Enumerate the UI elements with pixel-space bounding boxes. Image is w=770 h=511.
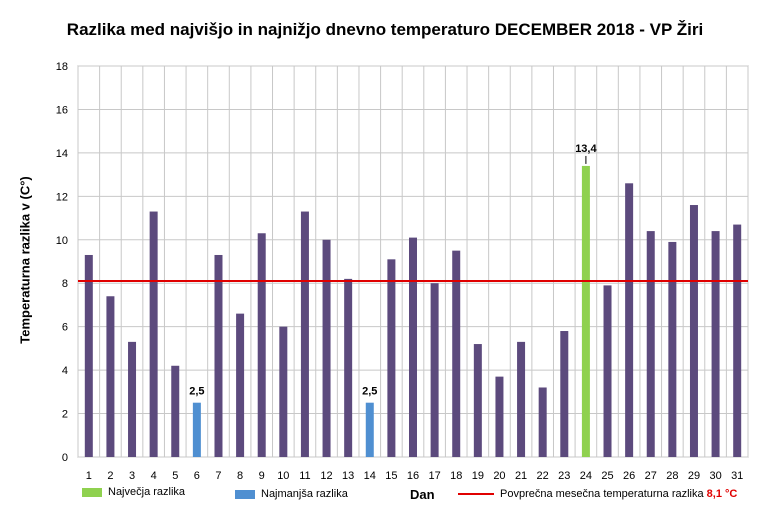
legend-average-label: Povprečna mesečna temperaturna razlika [500,488,704,500]
x-tick-label: 25 [601,470,613,482]
bar [711,231,720,457]
legend-max: Največja razlika [82,486,185,498]
legend-min-swatch [235,489,255,499]
y-tick-label: 8 [62,278,68,290]
data-label: 2,5 [362,386,377,398]
x-tick-label: 18 [450,470,462,482]
bar [84,254,93,457]
bar [538,387,547,457]
bar [409,237,417,457]
bar [560,331,569,457]
x-tick-label: 14 [364,470,376,482]
bar [473,344,482,457]
x-tick-label: 12 [320,470,332,482]
bar [733,224,742,457]
bar [149,211,158,457]
y-tick-label: 18 [56,61,68,73]
x-tick-label: 3 [129,470,135,482]
x-tick-label: 30 [709,470,721,482]
x-tick-label: 8 [237,470,243,482]
bar [517,341,526,457]
x-tick-label: 5 [172,470,178,482]
bar [344,278,353,457]
legend-min: Najmanjša razlika [235,488,348,500]
legend-max-swatch [82,487,102,497]
x-axis-label: Dan [410,487,435,502]
legend-max-label: Največja razlika [108,486,186,498]
y-tick-label: 14 [56,148,68,160]
data-label: 13,4 [575,143,597,155]
bar [646,231,655,457]
legend-average: Povprečna mesečna temperaturna razlika 8… [458,488,737,500]
x-tick-label: 20 [493,470,505,482]
x-tick-label: 22 [537,470,549,482]
bar [106,296,115,457]
x-tick-label: 19 [472,470,484,482]
bar [603,285,612,457]
x-tick-label: 15 [385,470,397,482]
x-tick-label: 11 [299,470,310,482]
x-tick-label: 26 [623,470,635,482]
bar [300,211,309,457]
y-tick-label: 2 [62,409,68,421]
x-tick-label: 9 [259,470,265,482]
bar [452,250,461,457]
x-tick-label: 4 [151,470,157,482]
x-tick-label: 16 [407,470,419,482]
x-tick-label: 23 [558,470,570,482]
bar [581,165,590,457]
legend-average-swatch [458,493,494,496]
bar [192,402,201,457]
bar [279,326,288,457]
bar [668,241,677,457]
bar [257,233,266,457]
x-tick-label: 13 [342,470,354,482]
x-tick-label: 7 [215,470,221,482]
x-tick-label: 2 [107,470,113,482]
bar [236,313,245,457]
y-tick-label: 6 [62,322,68,334]
bar [625,183,634,458]
bar [387,259,396,457]
bar [214,254,223,457]
x-tick-label: 24 [580,470,592,482]
x-tick-label: 27 [645,470,657,482]
y-tick-label: 10 [56,235,68,247]
bar [128,341,137,457]
legend-average-value: 8,1 °C [706,488,738,500]
bar [171,365,180,457]
x-tick-label: 17 [428,470,440,482]
chart-title: Razlika med najvišjo in najnižjo dnevno … [66,20,704,39]
data-label: 2,5 [189,386,204,398]
y-tick-label: 4 [62,365,68,377]
x-tick-label: 1 [86,470,92,482]
x-tick-label: 31 [731,470,743,482]
x-tick-label: 10 [277,470,289,482]
y-tick-label: 12 [56,191,68,203]
bar [495,376,504,457]
bar [365,402,374,457]
y-tick-label: 16 [56,104,68,116]
x-tick-label: 21 [515,470,527,482]
x-tick-label: 28 [666,470,678,482]
x-tick-label: 29 [688,470,700,482]
legend-min-label: Najmanjša razlika [261,488,348,500]
bar [430,283,439,457]
y-tick-label: 0 [62,452,68,464]
x-tick-label: 6 [194,470,200,482]
bar [689,205,698,457]
bar [322,239,331,457]
